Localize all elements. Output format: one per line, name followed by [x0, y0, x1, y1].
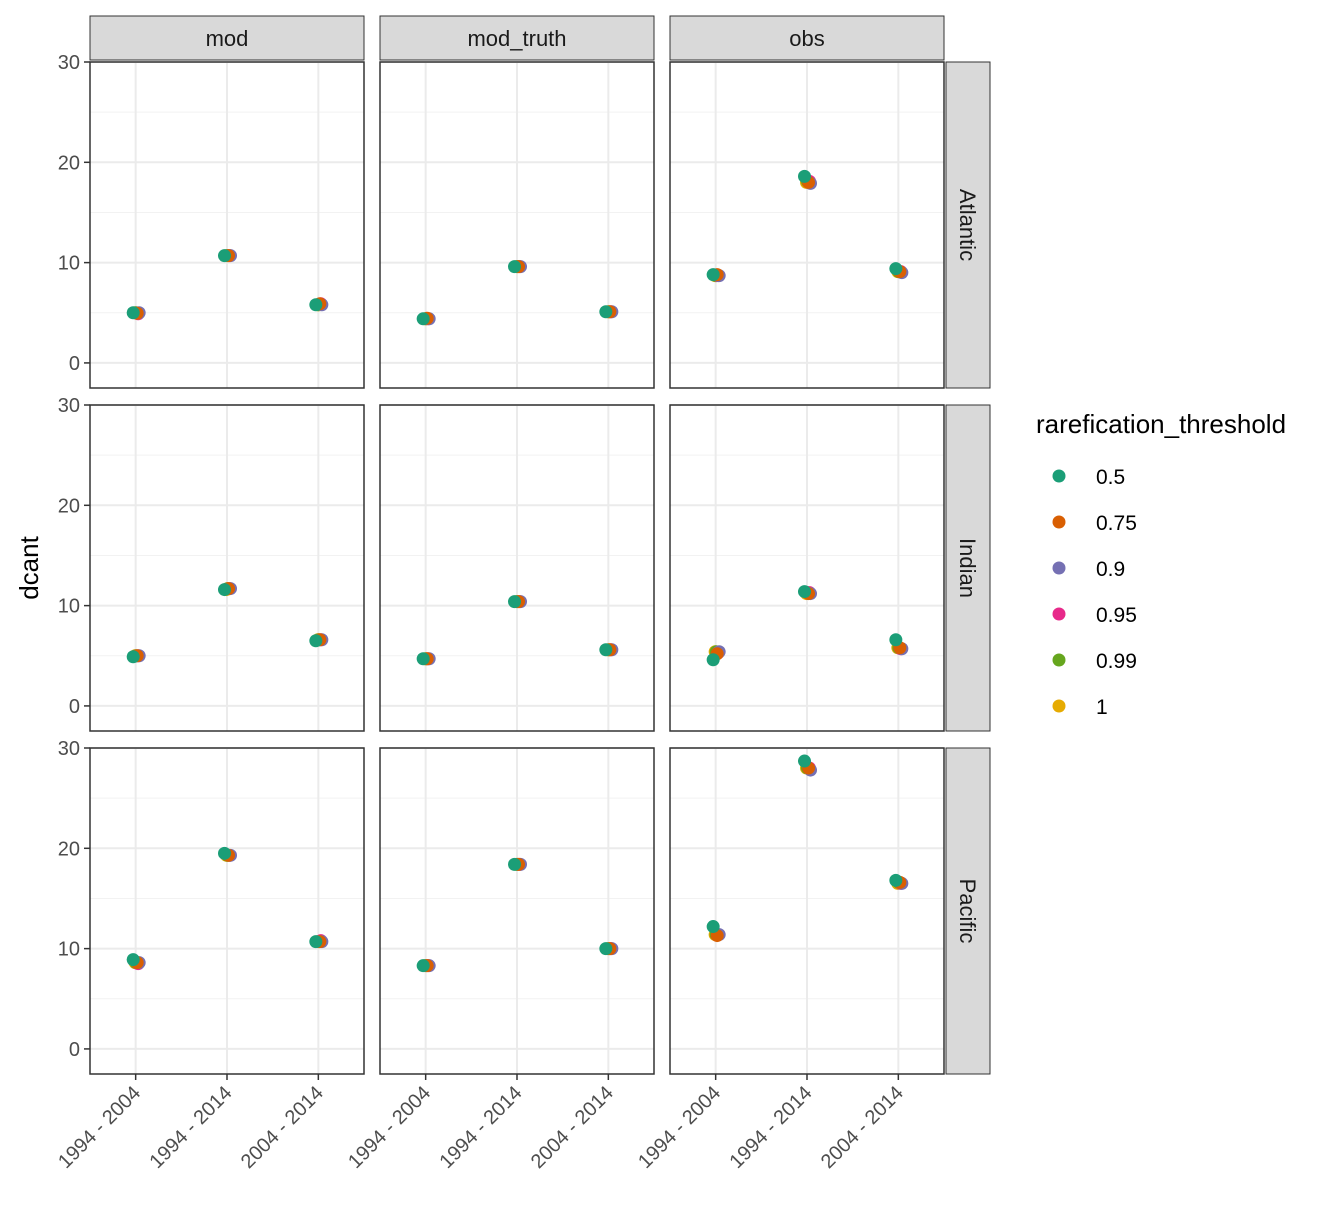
strip-background [945, 404, 991, 732]
panel-border [669, 404, 945, 732]
legend: rarefication_threshold 0.5 0.75 0.9 0.95 0.9… [1036, 409, 1286, 719]
point-0-5-1994-2004 [416, 652, 430, 666]
point-0-5-1994-2004 [706, 653, 720, 667]
panel-indian-obs [669, 404, 945, 732]
row-strip-label: Indian [955, 538, 980, 598]
legend-item-1: 1 [1052, 696, 1108, 719]
point-0-5-2004-2014 [599, 305, 613, 319]
legend-label: 0.5 [1096, 466, 1125, 489]
point-0-5-1994-2004 [126, 306, 140, 320]
y-tick-label: 10 [58, 596, 80, 618]
strip-background [945, 747, 991, 1075]
point-0-5-1994-2014 [798, 754, 811, 768]
point-0-5-2004-2014 [309, 634, 323, 648]
row-strip-label: Atlantic [955, 189, 980, 261]
legend-key [1052, 699, 1066, 713]
point-0-5-2004-2014 [889, 262, 903, 276]
y-tick-label: 20 [58, 838, 80, 860]
panel-border [379, 404, 655, 732]
y-tick-label: 20 [58, 495, 80, 517]
strip-background [669, 15, 945, 61]
point-0-5-2004-2014 [599, 942, 613, 956]
y-axis-title: dcant [14, 535, 44, 599]
point-0-5-1994-2014 [508, 260, 521, 274]
panel-border [379, 61, 655, 389]
column-strip-mod: mod [89, 15, 365, 61]
column-strip-label: mod_truth [467, 26, 566, 51]
legend-item-0-5: 0.5 [1052, 466, 1125, 489]
panel-border [89, 61, 365, 389]
point-0-5-1994-2014 [508, 595, 521, 609]
legend-item-0-95: 0.95 [1052, 604, 1137, 627]
point-0-5-1994-2014 [218, 846, 231, 860]
panel-atlantic-mod: 0 10 20 30 [58, 52, 365, 389]
y-tick-label: 0 [69, 353, 80, 375]
legend-key [1052, 653, 1066, 667]
point-0-5-1994-2004 [126, 650, 140, 664]
legend-key [1052, 469, 1066, 483]
point-0-5-1994-2014 [218, 249, 231, 263]
strip-background [945, 61, 991, 389]
point-0-5-1994-2004 [416, 312, 430, 326]
strip-background [89, 15, 365, 61]
legend-item-0-99: 0.99 [1052, 650, 1137, 673]
y-tick-label: 0 [69, 696, 80, 718]
legend-key [1052, 561, 1066, 575]
legend-label: 0.9 [1096, 558, 1125, 581]
panel-atlantic-obs [669, 61, 945, 389]
column-strip-obs: obs [669, 15, 945, 61]
row-strip-atlantic: Atlantic [945, 61, 991, 389]
point-0-5-1994-2014 [798, 585, 811, 599]
y-tick-label: 30 [58, 395, 80, 417]
point-0-5-1994-2004 [126, 953, 140, 967]
column-strip-label: mod [206, 26, 249, 51]
point-0-5-1994-2014 [508, 857, 521, 871]
row-strip-indian: Indian [945, 404, 991, 732]
y-tick-label: 30 [58, 52, 80, 74]
point-0-5-2004-2014 [889, 633, 903, 647]
point-0-5-2004-2014 [309, 298, 323, 312]
point-0-5-2004-2014 [309, 935, 323, 949]
panel-indian-mod: 0 10 20 30 [58, 395, 365, 732]
column-strip-label: obs [789, 26, 824, 51]
legend-label: 0.95 [1096, 604, 1137, 627]
point-0-5-1994-2014 [798, 169, 811, 183]
row-strip-pacific: Pacific [945, 747, 991, 1075]
y-tick-label: 0 [69, 1039, 80, 1061]
point-0-5-1994-2004 [706, 920, 720, 934]
y-tick-label: 10 [58, 253, 80, 275]
strip-background [379, 15, 655, 61]
y-tick-label: 30 [58, 738, 80, 760]
point-0-5-1994-2004 [416, 959, 430, 973]
row-strip-label: Pacific [955, 879, 980, 944]
panel-atlantic-mod-truth [379, 61, 655, 389]
point-0-5-2004-2014 [889, 873, 903, 887]
point-0-5-1994-2014 [218, 583, 231, 597]
legend-label: 0.99 [1096, 650, 1137, 673]
panel-indian-mod-truth [379, 404, 655, 732]
y-tick-label: 20 [58, 152, 80, 174]
point-0-5-1994-2004 [706, 268, 720, 282]
column-strip-mod-truth: mod_truth [379, 15, 655, 61]
legend-label: 0.75 [1096, 512, 1137, 535]
chart-panels: mod mod_truth obs Atlantic Indian Pacific 0 10 2… [54, 15, 991, 1173]
legend-item-0-9: 0.9 [1052, 558, 1125, 581]
y-tick-label: 10 [58, 939, 80, 961]
legend-key [1052, 607, 1066, 621]
legend-title: rarefication_threshold [1036, 409, 1286, 439]
legend-item-0-75: 0.75 [1052, 512, 1137, 535]
legend-key [1052, 515, 1066, 529]
point-0-5-2004-2014 [599, 643, 613, 657]
legend-label: 1 [1096, 696, 1108, 719]
panel-border [89, 404, 365, 732]
panel-border [669, 61, 945, 389]
